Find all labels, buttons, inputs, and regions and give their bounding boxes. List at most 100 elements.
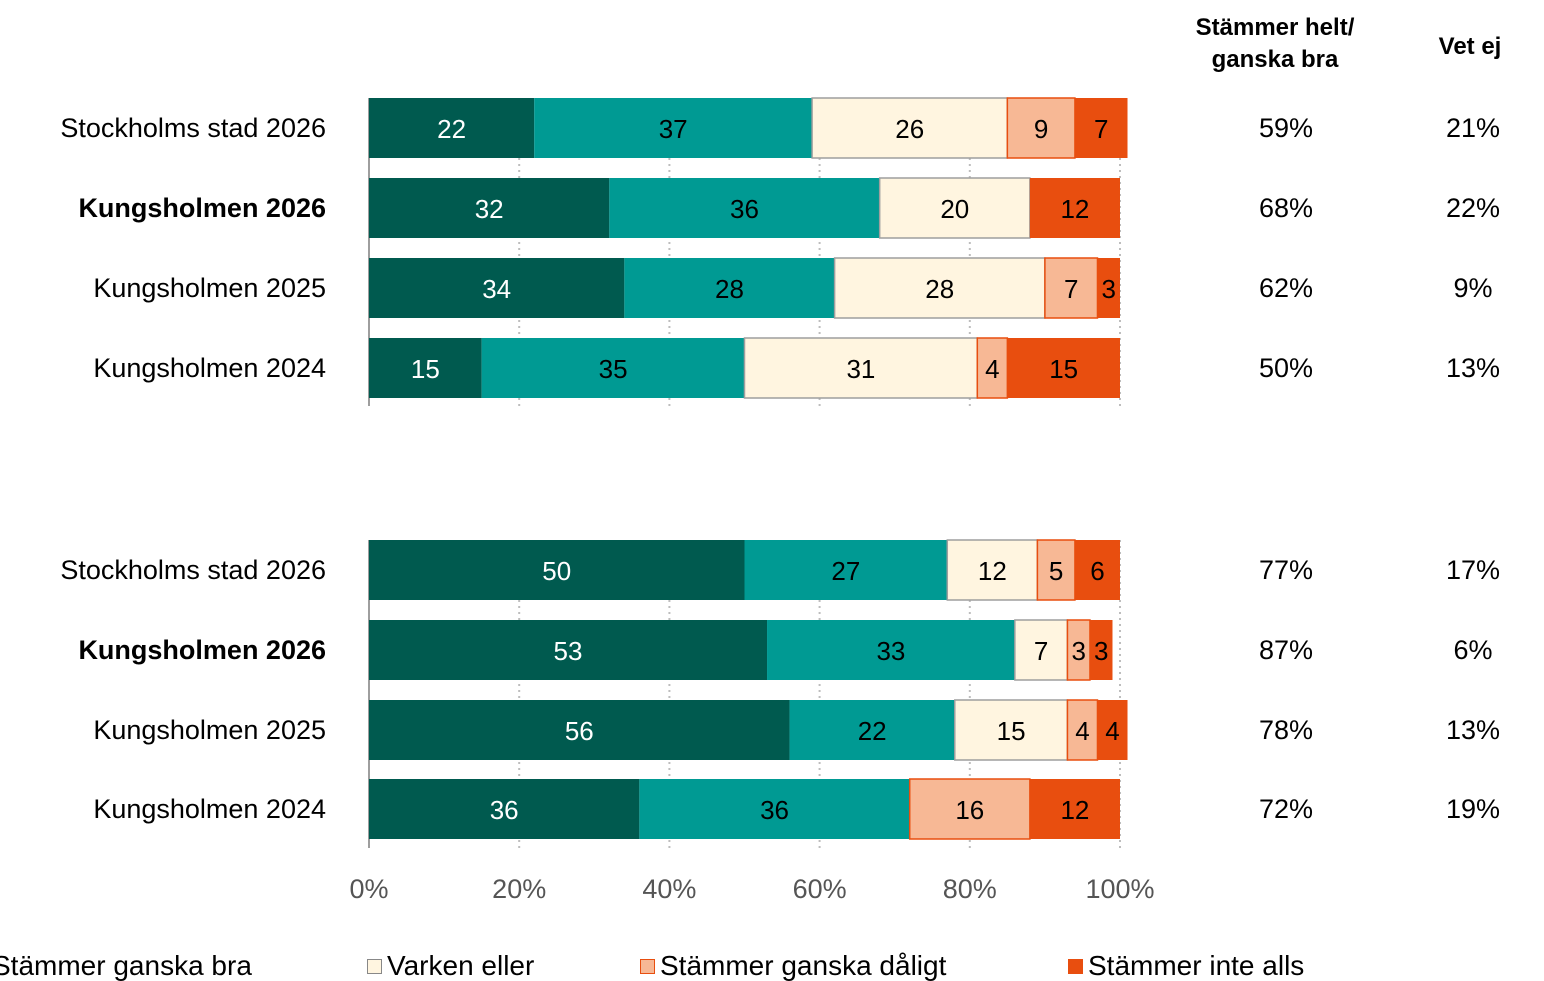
bar-value-label: 28 [715,274,744,304]
dont-know-value: 21% [1446,113,1500,143]
bar-segment [954,699,1069,761]
share-good-value: 50% [1259,353,1313,383]
legend-swatch [640,959,655,974]
legend-label: Varken eller [387,950,535,981]
bar-value-label: 3 [1102,274,1116,304]
row-label: Kungsholmen 2026 [78,635,326,665]
row-label: Kungsholmen 2024 [93,794,326,824]
bar-value-label: 5 [1049,556,1063,586]
bar-value-label: 22 [437,114,466,144]
bar-value-label: 3 [1071,636,1085,666]
header-share-good-line2: ganska bra [1211,46,1339,73]
bar-value-label: 4 [1105,716,1119,746]
bar-segment [767,620,1015,680]
header-share-good: Stämmer helt/ ganska bra [1170,12,1380,76]
bar-segment [369,620,768,680]
bar-segment [369,338,482,398]
bar-segment [481,338,745,398]
bar-segment [744,540,948,600]
legend-item-ganska-daligt: Stämmer ganska dåligt [640,950,946,981]
bar-segment [1029,779,1120,839]
legend-label: Stämmer inte alls [1088,950,1305,981]
x-tick-label: 60% [793,874,847,904]
dont-know-value: 17% [1446,555,1500,585]
row-label: Kungsholmen 2025 [93,273,326,303]
legend-swatch [1068,959,1083,974]
bar-segment [946,539,1039,601]
share-good-value: 68% [1259,193,1313,223]
bar-value-label: 4 [985,354,999,384]
bar-segment [1007,338,1120,398]
legend-item-ganska-bra: Stämmer ganska bra [0,950,252,981]
bar-value-label: 33 [876,636,905,666]
bar-segment [609,178,880,238]
bar-segment [624,258,835,318]
bar-value-label: 56 [565,716,594,746]
bar-segment [1097,258,1120,318]
bar-value-label: 32 [475,194,504,224]
bar-value-label: 28 [925,274,954,304]
bar-value-label: 15 [997,716,1026,746]
bar-value-label: 36 [490,795,519,825]
header-share-good-line1: Stämmer helt/ [1195,14,1355,41]
row-label: Kungsholmen 2024 [93,353,326,383]
row-label: Kungsholmen 2026 [78,193,326,223]
dont-know-value: 22% [1446,193,1500,223]
bar-value-label: 16 [955,795,984,825]
bar-segment [878,177,1031,239]
bar-value-label: 3 [1094,636,1108,666]
bar-segment [1006,97,1076,159]
bar-segment [1074,540,1120,600]
legend: Stämmer ganska bra Varken eller Stämmer … [0,950,1544,981]
bar-segment [369,258,625,318]
bar-value-label: 36 [760,795,789,825]
bar-value-label: 27 [831,556,860,586]
dont-know-value: 9% [1453,273,1492,303]
row-label: Stockholms stad 2026 [60,555,326,585]
dont-know-value: 6% [1453,635,1492,665]
bar-segment [1089,620,1113,680]
bar-segment [1044,257,1099,319]
legend-label: Stämmer ganska dåligt [660,950,947,981]
share-good-value: 59% [1259,113,1313,143]
bar-segment [369,779,640,839]
bar-value-label: 7 [1064,274,1078,304]
row-label: Kungsholmen 2025 [93,715,326,745]
bar-value-label: 6 [1090,556,1104,586]
bar-segment [369,178,610,238]
bar-segment [639,779,910,839]
share-good-value: 72% [1259,794,1313,824]
header-dont-know: Vet ej [1438,33,1502,60]
x-tick-label: 40% [642,874,696,904]
share-good-value: 78% [1259,715,1313,745]
share-good-value: 77% [1259,555,1313,585]
stacked-bar-chart: Stockholms stad 2026 22 37 26 9 7 59% 21%Kungsh… [60,97,1500,904]
bar-segment [534,98,813,158]
bar-value-label: 20 [940,194,969,224]
dont-know-value: 19% [1446,794,1500,824]
share-good-value: 62% [1259,273,1313,303]
share-good-value: 87% [1259,635,1313,665]
dont-know-value: 13% [1446,715,1500,745]
bar-segment [1029,178,1120,238]
legend-label: Stämmer ganska bra [0,950,252,981]
bar-segment [908,778,1031,840]
legend-item-varken-eller: Varken eller [367,950,534,981]
bar-value-label: 37 [659,114,688,144]
x-tick-label: 80% [943,874,997,904]
x-tick-label: 0% [349,874,388,904]
dont-know-value: 13% [1446,353,1500,383]
bar-value-label: 7 [1034,636,1048,666]
bar-segment [369,98,535,158]
bar-value-label: 12 [1060,795,1089,825]
bar-value-label: 50 [542,556,571,586]
bar-segment [743,337,979,399]
bar-value-label: 34 [482,274,511,304]
bar-value-label: 26 [895,114,924,144]
x-tick-label: 100% [1085,874,1154,904]
bar-value-label: 53 [554,636,583,666]
bar-value-label: 7 [1094,114,1108,144]
bar-value-label: 35 [599,354,628,384]
bar-segment [1074,98,1128,158]
legend-item-inte-alls: Stämmer inte alls [1068,950,1304,981]
